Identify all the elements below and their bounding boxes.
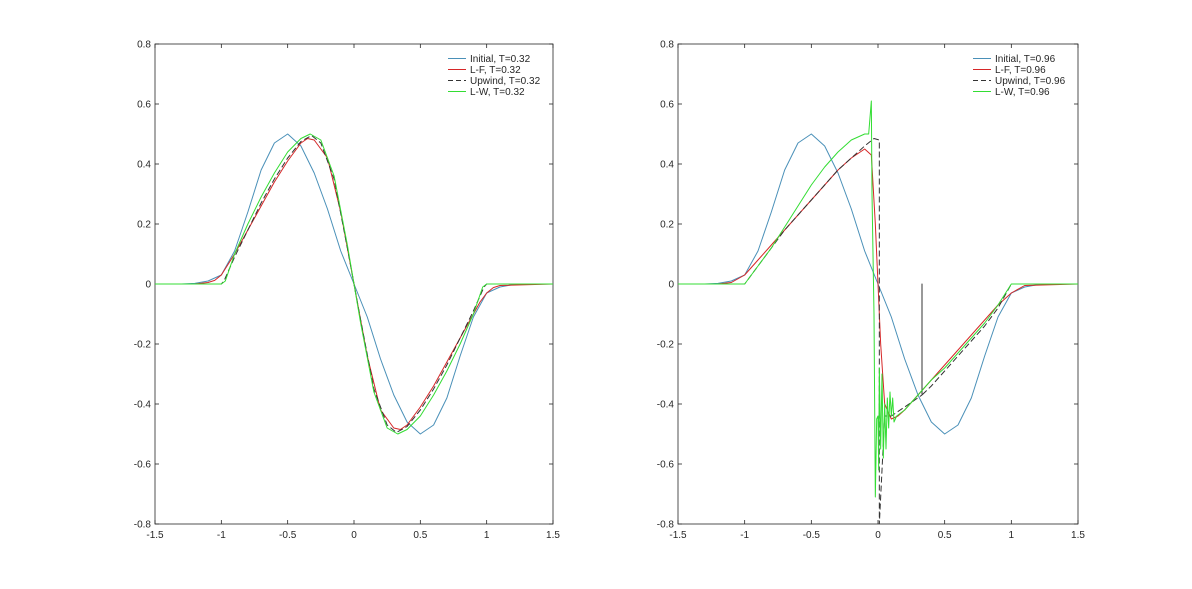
series-line-3 [678,138,1078,524]
x-tick-label: 1 [484,530,490,541]
y-tick-label: -0.6 [657,460,675,471]
y-tick-label: 0 [145,280,151,291]
legend-label: Upwind, T=0.32 [470,76,541,87]
chart-panel-1: -1.5 -1 -0.5 0 0.5 1 1.5 -0.8 -0.6 -0.4 -0.2 0 0.2 0.… [134,40,561,542]
series-line-4 [155,133,553,435]
x-tick-label: -0.5 [803,530,821,541]
legend-label: L-F, T=0.96 [995,65,1046,76]
series-line-4 [678,100,1078,498]
legend-label: L-W, T=0.32 [470,87,525,98]
y-tick-label: -0.6 [134,460,152,471]
x-tick-label: 0.5 [938,530,952,541]
x-tick-label: 1 [1009,530,1015,541]
y-tick-label: 0.8 [660,40,674,51]
y-tick-label: -0.8 [657,520,675,531]
y-tick-label: -0.4 [657,400,675,411]
y-tick-label: -0.2 [657,340,675,351]
y-tick-label: 0.2 [660,220,674,231]
y-tick-label: 0.2 [137,220,151,231]
x-tick-label: 0.5 [413,530,427,541]
series-group [678,100,1078,524]
legend-label: Upwind, T=0.96 [995,76,1066,87]
x-tick-label: 0 [351,530,357,541]
legend-label: L-F, T=0.32 [470,65,521,76]
legend-label: Initial, T=0.32 [470,54,531,65]
y-tick-label: -0.4 [134,400,152,411]
x-tick-label: -1.5 [669,530,687,541]
x-tick-label: 1.5 [1071,530,1085,541]
x-tick-label: -0.5 [279,530,297,541]
y-tick-label: 0.4 [660,160,674,171]
x-tick-label: -1.5 [146,530,164,541]
legend-label: Initial, T=0.96 [995,54,1056,65]
y-tick-label: -0.8 [134,520,152,531]
chart-panel-2: -1.5 -1 -0.5 0 0.5 1 1.5 -0.8 -0.6 -0.4 -0.2 0 0.2 0.… [657,40,1086,542]
y-tick-label: 0.8 [137,40,151,51]
x-tick-label: -1 [740,530,749,541]
legend-label: L-W, T=0.96 [995,87,1050,98]
y-tick-label: -0.2 [134,340,152,351]
x-tick-label: 0 [875,530,881,541]
series-line-2 [678,148,1078,420]
x-tick-label: -1 [217,530,226,541]
y-tick-label: 0 [668,280,674,291]
y-tick-label: 0.6 [137,100,151,111]
y-tick-label: 0.4 [137,160,151,171]
y-tick-label: 0.6 [660,100,674,111]
x-tick-label: 1.5 [546,530,560,541]
series-group [155,133,553,435]
